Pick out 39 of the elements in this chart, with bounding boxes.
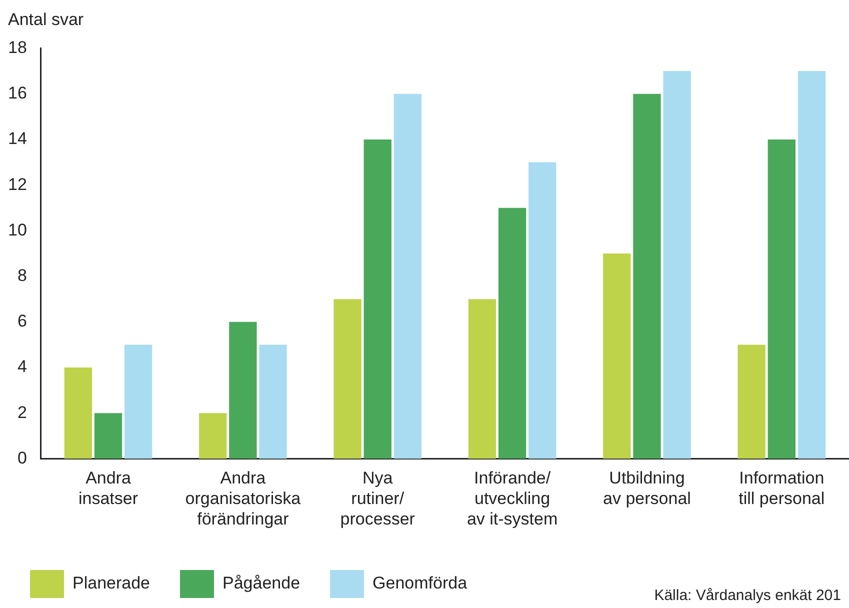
y-tick-label: 4: [17, 357, 27, 376]
y-tick-label: 0: [17, 448, 27, 468]
x-tick-label: Information till personal: [738, 468, 825, 508]
x-tick-label: Andra insatser: [78, 468, 138, 508]
bar: [768, 139, 796, 459]
bar: [259, 344, 287, 459]
y-tick-label: 12: [8, 174, 27, 194]
y-tick-label: 16: [8, 84, 27, 103]
legend-label: Genomförda: [372, 574, 468, 593]
x-tick-label: Nya rutiner/ processer: [340, 468, 416, 528]
x-tick-label: Andra organisatoriska förändringar: [185, 468, 302, 528]
y-tick-label: 18: [8, 38, 27, 57]
y-tick-label: 14: [8, 129, 27, 148]
x-tick-label: Införande/ utveckling av it-system: [466, 468, 558, 528]
y-tick-label: 6: [17, 312, 27, 331]
bar: [94, 413, 122, 459]
bar: [394, 94, 422, 459]
bar: [64, 368, 92, 459]
legend-label: Pågående: [222, 574, 300, 593]
bar: [603, 254, 631, 459]
bar: [199, 413, 227, 459]
bar: [229, 322, 257, 459]
x-tick-label: Utbildning av personal: [603, 468, 691, 508]
bar: [633, 94, 661, 459]
bar: [738, 344, 766, 459]
bar: [334, 299, 362, 459]
y-tick-label: 8: [17, 266, 27, 285]
bar: [798, 71, 826, 459]
text: Källa: Vårdanalys enkät 201: [654, 587, 841, 604]
y-axis-title: Antal svar: [8, 10, 84, 30]
bar: [124, 344, 152, 459]
bar: [468, 299, 496, 459]
bar: [364, 139, 392, 459]
y-tick-label: 10: [8, 220, 27, 240]
bar: [663, 71, 691, 459]
legend-label: Planerade: [72, 574, 150, 593]
bar: [498, 208, 526, 459]
bar: [528, 162, 556, 459]
y-tick-label: 2: [17, 402, 27, 422]
